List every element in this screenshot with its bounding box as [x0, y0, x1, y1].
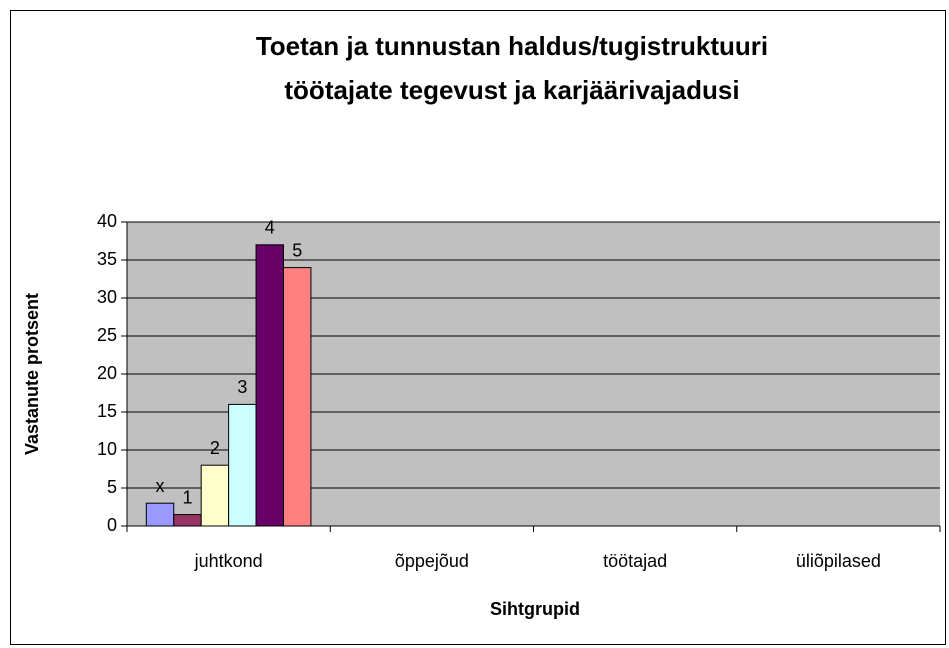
y-tick-label: 25	[97, 325, 117, 345]
y-tick-label: 0	[107, 515, 117, 535]
bar	[255, 244, 285, 527]
data-label: 2	[210, 438, 220, 458]
y-tick-label: 20	[97, 363, 117, 383]
data-label: 5	[292, 240, 302, 260]
y-tick-label: 35	[97, 249, 117, 269]
data-label: 1	[182, 487, 192, 507]
x-tick-label: töötajad	[603, 551, 667, 571]
x-axis-title: Sihtgrupid	[490, 599, 580, 619]
y-tick-label: 15	[97, 401, 117, 421]
chart-title: töötajate tegevust ja karjäärivajadusi	[284, 75, 739, 105]
data-label: 3	[237, 377, 247, 397]
x-tick-label: juhtkond	[194, 551, 263, 571]
y-axis-title: Vastanute protsent	[22, 293, 42, 455]
y-tick-label: 30	[97, 287, 117, 307]
bar	[283, 267, 312, 527]
y-tick-label: 40	[97, 211, 117, 231]
bar	[200, 464, 230, 527]
chart-title: Toetan ja tunnustan haldus/tugistruktuur…	[256, 31, 768, 61]
y-tick-label: 10	[97, 439, 117, 459]
bar	[173, 514, 202, 527]
bar	[228, 403, 257, 527]
y-tick-label: 5	[107, 477, 117, 497]
data-label: 4	[265, 218, 275, 238]
x-tick-label: õppejõud	[395, 551, 469, 571]
data-label: x	[156, 476, 165, 496]
bar	[145, 502, 175, 527]
x-tick-label: üliõpilased	[796, 551, 881, 571]
